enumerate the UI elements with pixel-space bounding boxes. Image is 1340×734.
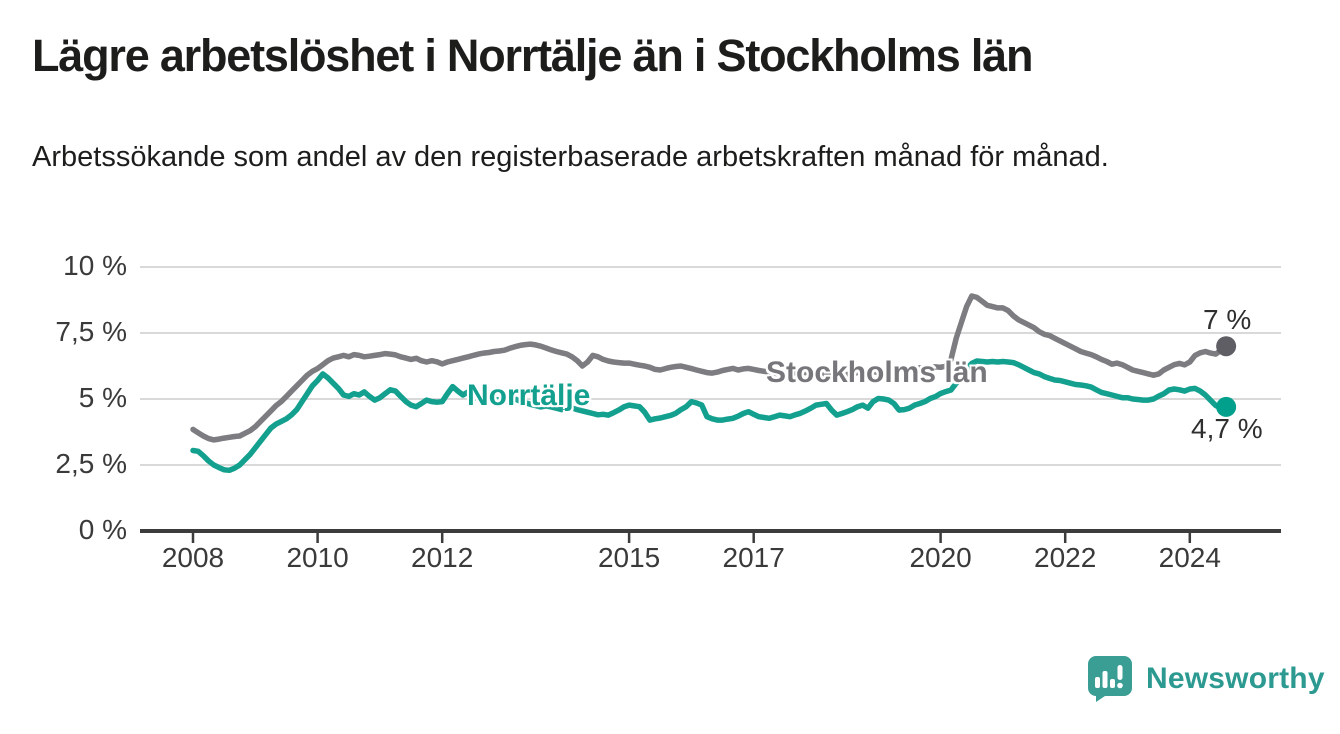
newsworthy-logo: Newsworthy: [1086, 655, 1325, 702]
end-dot-norrtalje: [1216, 396, 1237, 417]
x-axis-label-2024: 2024: [1158, 542, 1221, 573]
x-axis-label-2022: 2022: [1034, 542, 1097, 573]
end-dot-stockholms-lan: [1216, 336, 1237, 357]
x-axis-label-2017: 2017: [722, 542, 785, 573]
x-axis-label-2012: 2012: [411, 542, 474, 573]
end-value-stockholms-lan: 7 %: [1203, 304, 1252, 335]
newsworthy-wordmark: Newsworthy: [1146, 661, 1325, 695]
end-value-norrtalje: 4,7 %: [1191, 413, 1263, 444]
x-axis-label-2010: 2010: [286, 542, 349, 573]
series-label-stockholms-lan: Stockholms län: [766, 356, 988, 389]
series-label-norrtalje: Norrtälje: [467, 379, 591, 412]
y-axis-label-5: 5 %: [78, 382, 127, 413]
newsworthy-bubble-chart-icon: [1088, 656, 1132, 702]
y-axis-label-2.5: 2,5 %: [55, 448, 127, 479]
series-line-norrtalje: [190, 358, 1229, 474]
series-line-stockholms-lan: [190, 293, 1229, 443]
x-axis-label-2008: 2008: [161, 542, 225, 573]
x-axis-label-2015: 2015: [597, 542, 661, 573]
chart-title: Lägre arbetslöshet i Norrtälje än i Stoc…: [32, 30, 1033, 81]
y-axis-label-7.5: 7,5 %: [55, 316, 127, 347]
x-axis-label-2020: 2020: [909, 542, 972, 573]
chart-subtitle: Arbetssökande som andel av den registerb…: [32, 141, 1109, 173]
y-axis-label-0: 0 %: [78, 514, 127, 545]
y-axis-label-10: 10 %: [63, 250, 127, 281]
